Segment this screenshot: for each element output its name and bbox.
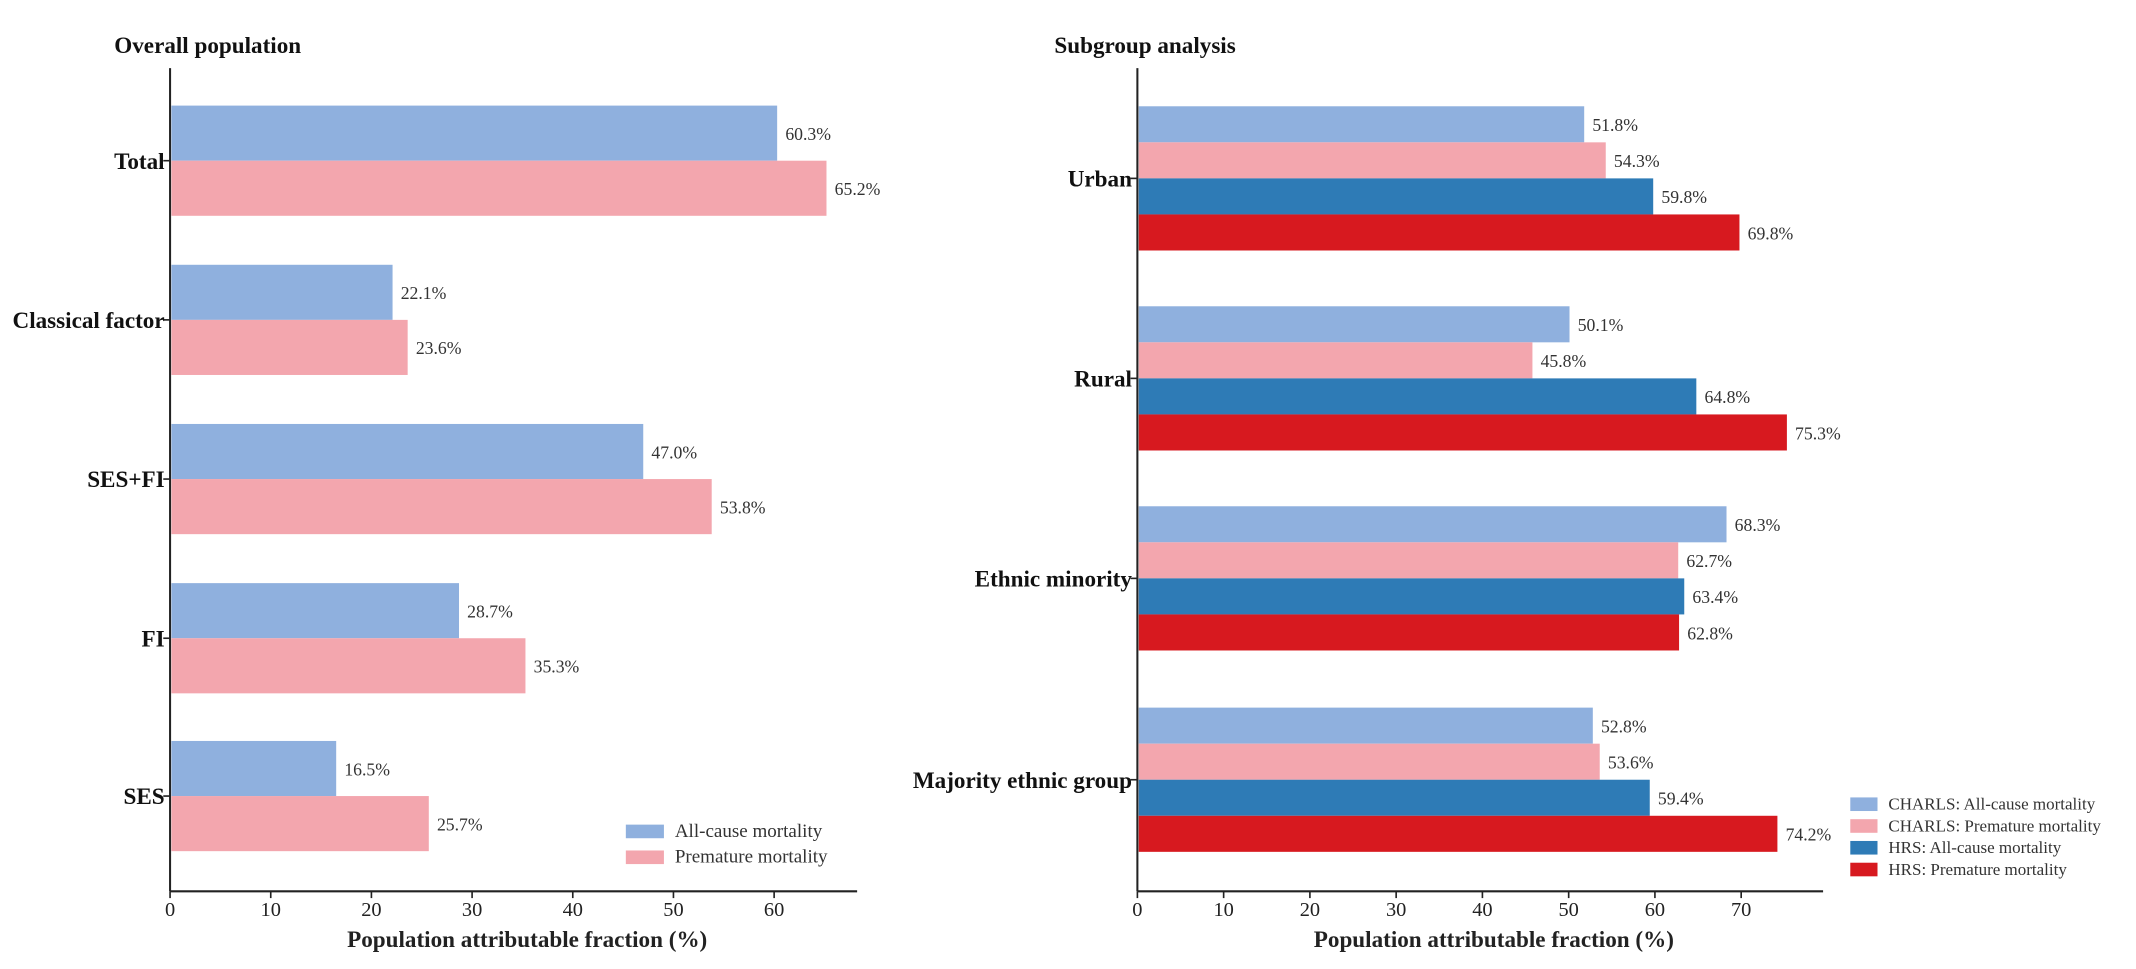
- legend-label: CHARLS: Premature mortality: [1888, 816, 2101, 835]
- bar: [171, 319, 408, 375]
- data-label: 53.8%: [720, 497, 766, 517]
- x-tick-label: 0: [165, 899, 175, 921]
- bar: [171, 740, 337, 797]
- x-axis-label: Population attributable fraction (%): [1314, 927, 1674, 953]
- legend-swatch: [625, 850, 664, 865]
- bar: [171, 105, 778, 161]
- bar: [1138, 178, 1654, 215]
- data-label: 22.1%: [401, 283, 447, 303]
- category-label: FI: [141, 626, 164, 652]
- data-label: 53.6%: [1608, 753, 1654, 773]
- category-label: Rural: [1074, 367, 1132, 393]
- category-label: Classical factor: [13, 308, 165, 334]
- data-label: 28.7%: [467, 601, 513, 621]
- category-label: Majority ethnic group: [913, 768, 1132, 794]
- bar: [1138, 142, 1606, 179]
- x-tick-label: 20: [361, 899, 381, 921]
- x-tick-label: 40: [1472, 899, 1492, 921]
- data-label: 60.3%: [785, 124, 831, 144]
- legend-label: HRS: All-cause mortality: [1888, 838, 2061, 857]
- data-label: 51.8%: [1592, 115, 1638, 135]
- x-tick-label: 40: [563, 899, 583, 921]
- legend-label: Premature mortality: [675, 847, 828, 868]
- chart-title: Overall population: [114, 33, 301, 59]
- bar: [1138, 578, 1685, 615]
- x-tick-label: 30: [1386, 899, 1406, 921]
- bar: [171, 160, 827, 216]
- data-label: 69.8%: [1748, 223, 1794, 243]
- data-label: 45.8%: [1541, 351, 1587, 371]
- legend-label: All-cause mortality: [675, 821, 823, 842]
- data-label: 68.3%: [1735, 515, 1781, 535]
- legend-swatch: [1850, 840, 1878, 855]
- bar: [1138, 815, 1778, 852]
- bar: [1138, 542, 1679, 579]
- data-label: 59.8%: [1661, 187, 1707, 207]
- data-label: 16.5%: [344, 759, 390, 779]
- bar: [171, 796, 429, 852]
- category-label: SES+FI: [87, 467, 164, 493]
- legend-swatch: [1850, 862, 1878, 877]
- bar: [171, 638, 526, 694]
- bar: [171, 479, 712, 535]
- x-tick-label: 10: [1213, 899, 1233, 921]
- data-label: 52.8%: [1601, 716, 1647, 736]
- category-label: Urban: [1068, 167, 1132, 193]
- bar: [1138, 106, 1585, 143]
- legend-swatch: [1850, 797, 1878, 812]
- data-label: 23.6%: [416, 338, 462, 358]
- category-label: Ethnic minority: [975, 567, 1133, 593]
- bar: [1138, 306, 1570, 343]
- data-label: 54.3%: [1614, 151, 1660, 171]
- x-tick-label: 60: [1645, 899, 1665, 921]
- legend-label: CHARLS: All-cause mortality: [1888, 795, 2095, 814]
- x-tick-label: 60: [764, 899, 784, 921]
- legend-swatch: [625, 824, 664, 839]
- data-label: 47.0%: [651, 442, 697, 462]
- x-tick-label: 70: [1731, 899, 1751, 921]
- bar: [1138, 614, 1680, 651]
- data-label: 25.7%: [437, 814, 483, 834]
- x-tick-label: 10: [261, 899, 281, 921]
- bar: [171, 583, 460, 639]
- bar: [171, 423, 644, 480]
- data-label: 75.3%: [1795, 423, 1841, 443]
- bar: [1138, 506, 1727, 543]
- x-tick-label: 50: [663, 899, 683, 921]
- bar: [1138, 779, 1650, 816]
- data-label: 63.4%: [1692, 587, 1738, 607]
- x-axis-label: Population attributable fraction (%): [347, 927, 707, 953]
- data-label: 62.7%: [1686, 551, 1732, 571]
- x-tick-label: 30: [462, 899, 482, 921]
- bar: [1138, 342, 1533, 379]
- data-label: 35.3%: [534, 657, 580, 677]
- x-tick-label: 20: [1300, 899, 1320, 921]
- bar: [1138, 743, 1600, 780]
- bar: [1138, 414, 1787, 451]
- data-label: 65.2%: [835, 179, 881, 199]
- data-label: 62.8%: [1687, 623, 1733, 643]
- legend-swatch: [1850, 819, 1878, 833]
- legend-label: HRS: Premature mortality: [1888, 860, 2067, 879]
- data-label: 74.2%: [1786, 825, 1832, 845]
- category-label: Total: [114, 149, 165, 175]
- data-label: 50.1%: [1578, 315, 1624, 335]
- category-label: SES: [123, 784, 164, 810]
- data-label: 59.4%: [1658, 789, 1704, 809]
- bar: [1138, 214, 1740, 251]
- chart-title: Subgroup analysis: [1054, 33, 1235, 59]
- x-tick-label: 50: [1558, 899, 1578, 921]
- x-tick-label: 0: [1132, 899, 1142, 921]
- bar: [1138, 378, 1697, 415]
- data-label: 64.8%: [1704, 387, 1750, 407]
- bar: [171, 264, 393, 320]
- bar: [1138, 707, 1593, 744]
